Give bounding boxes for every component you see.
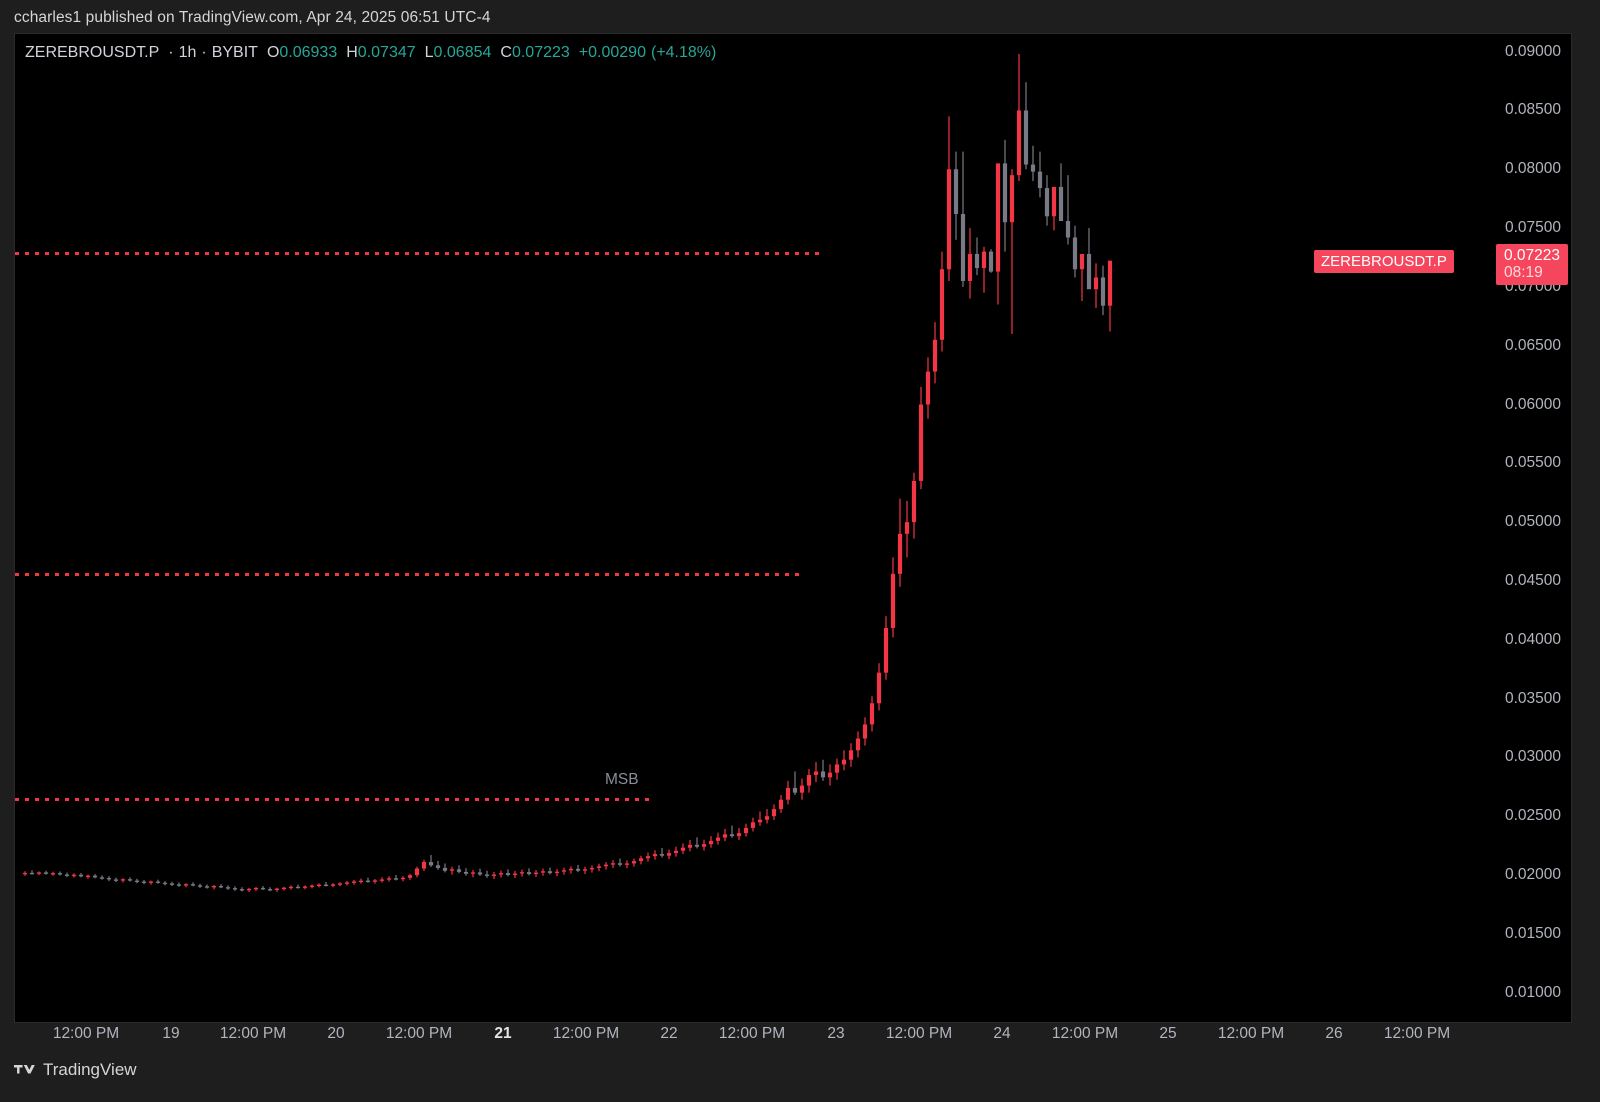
legend-high-label: H xyxy=(346,44,358,61)
price-scale[interactable]: 0.09000 0.08500 0.08000 0.07500 0.07000 0.065… xyxy=(1314,34,1571,1022)
legend-open-label: O xyxy=(266,44,280,61)
legend-interval[interactable]: 1h xyxy=(178,44,197,61)
legend-sep-1: · xyxy=(168,44,174,61)
time-tick: 23 xyxy=(827,1025,845,1042)
time-tick: 12:00 PM xyxy=(219,1025,287,1042)
tradingview-logo-icon xyxy=(14,1064,35,1074)
msb-label: MSB xyxy=(605,771,639,789)
time-tick: 12:00 PM xyxy=(385,1025,453,1042)
legend-sep-2: · xyxy=(201,44,207,61)
legend-open-value: 0.06933 xyxy=(279,44,338,61)
price-tick: 0.07500 xyxy=(1504,219,1561,237)
price-tick: 0.08000 xyxy=(1504,160,1561,178)
current-price-value: 0.07223 xyxy=(1503,246,1560,264)
legend-low-value: 0.06854 xyxy=(433,44,492,61)
plot-area[interactable]: MSB xyxy=(15,34,1453,1022)
time-tick: 19 xyxy=(162,1025,180,1042)
time-tick: 12:00 PM xyxy=(52,1025,120,1042)
time-tick: 20 xyxy=(327,1025,345,1042)
price-tick: 0.01000 xyxy=(1504,983,1561,1001)
price-tag-symbol: ZEREBROUSDT.P xyxy=(1314,249,1454,273)
chart-legend: ZEREBROUSDT.P · 1h · BYBIT O0.06933 H0.07347 L0… xyxy=(25,45,716,61)
time-tick: 12:00 PM xyxy=(1217,1025,1285,1042)
msb-line[interactable] xyxy=(15,797,655,801)
time-scale[interactable]: 12:00 PM 19 12:00 PM 20 12:00 PM 21 12:00 PM 22… xyxy=(14,1023,1572,1053)
level-line-top[interactable] xyxy=(15,252,825,256)
price-tick: 0.05000 xyxy=(1504,513,1561,531)
price-tick: 0.04500 xyxy=(1504,571,1561,589)
legend-exchange: BYBIT xyxy=(211,44,258,61)
time-tick: 12:00 PM xyxy=(1383,1025,1451,1042)
legend-close-label: C xyxy=(500,44,512,61)
time-tick: 12:00 PM xyxy=(1051,1025,1119,1042)
price-tick: 0.03000 xyxy=(1504,748,1561,766)
footer-branding: TradingView xyxy=(14,1060,137,1080)
current-price-time: 08:19 xyxy=(1503,264,1543,281)
tradingview-wordmark: TradingView xyxy=(43,1060,137,1079)
current-price-tag: 0.07223 08:19 xyxy=(1495,243,1568,286)
legend-close-value: 0.07223 xyxy=(511,44,570,61)
chart-panel[interactable]: ZEREBROUSDT.P · 1h · BYBIT O0.06933 H0.07347 L0… xyxy=(14,33,1572,1023)
legend-change-percent: (+4.18%) xyxy=(650,44,717,61)
price-tick: 0.02500 xyxy=(1504,807,1561,825)
level-line-mid[interactable] xyxy=(15,572,802,576)
legend-symbol[interactable]: ZEREBROUSDT.P xyxy=(25,44,160,61)
price-tick: 0.01500 xyxy=(1504,924,1561,942)
price-tick: 0.02000 xyxy=(1504,865,1561,883)
price-tick: 0.04000 xyxy=(1504,630,1561,648)
publish-attribution: ccharles1 published on TradingView.com, … xyxy=(14,9,491,26)
price-tick: 0.05500 xyxy=(1504,454,1561,472)
price-tick: 0.03500 xyxy=(1504,689,1561,707)
legend-change-absolute: +0.00290 xyxy=(578,44,646,61)
legend-low-label: L xyxy=(424,44,434,61)
time-tick: 12:00 PM xyxy=(552,1025,620,1042)
time-tick: 12:00 PM xyxy=(718,1025,786,1042)
legend-high-value: 0.07347 xyxy=(357,44,416,61)
price-tick: 0.06500 xyxy=(1504,336,1561,354)
time-tick: 26 xyxy=(1325,1025,1343,1042)
time-tick: 25 xyxy=(1159,1025,1177,1042)
candlestick-series xyxy=(22,54,1113,892)
time-tick: 22 xyxy=(660,1025,678,1042)
time-tick: 24 xyxy=(993,1025,1011,1042)
price-tick: 0.09000 xyxy=(1504,42,1561,60)
price-tick: 0.06000 xyxy=(1504,395,1561,413)
time-tick: 12:00 PM xyxy=(885,1025,953,1042)
price-tick: 0.08500 xyxy=(1504,101,1561,119)
time-tick: 21 xyxy=(494,1025,512,1042)
